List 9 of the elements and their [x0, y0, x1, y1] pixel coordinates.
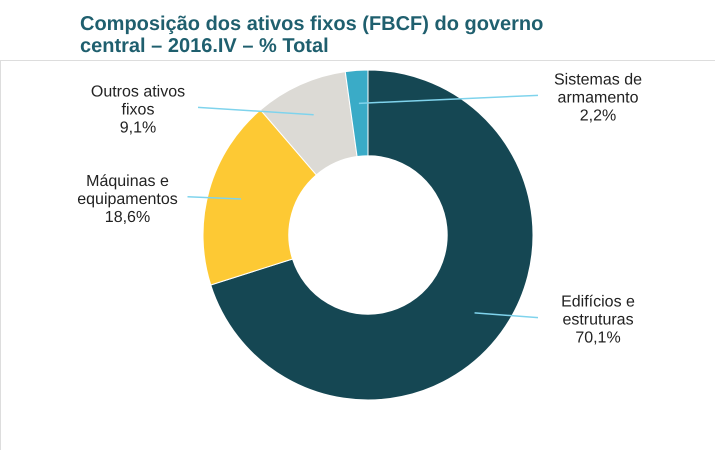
slice-label: Sistemas de armamento: [554, 71, 642, 106]
chart-title: Composição dos ativos fixos (FBCF) do governo central – 2016.IV – % Total: [80, 13, 544, 57]
slice-label: Edifícios e estruturas: [561, 294, 636, 329]
slice-label: Máquinas e equipamentos: [77, 172, 178, 208]
slice-label: Outros ativos fixos: [90, 83, 186, 118]
data-label: 70,1%: [575, 330, 621, 347]
data-label: 2,2%: [580, 107, 616, 124]
data-label: 9,1%: [120, 119, 156, 136]
data-label: 18,6%: [104, 208, 150, 226]
